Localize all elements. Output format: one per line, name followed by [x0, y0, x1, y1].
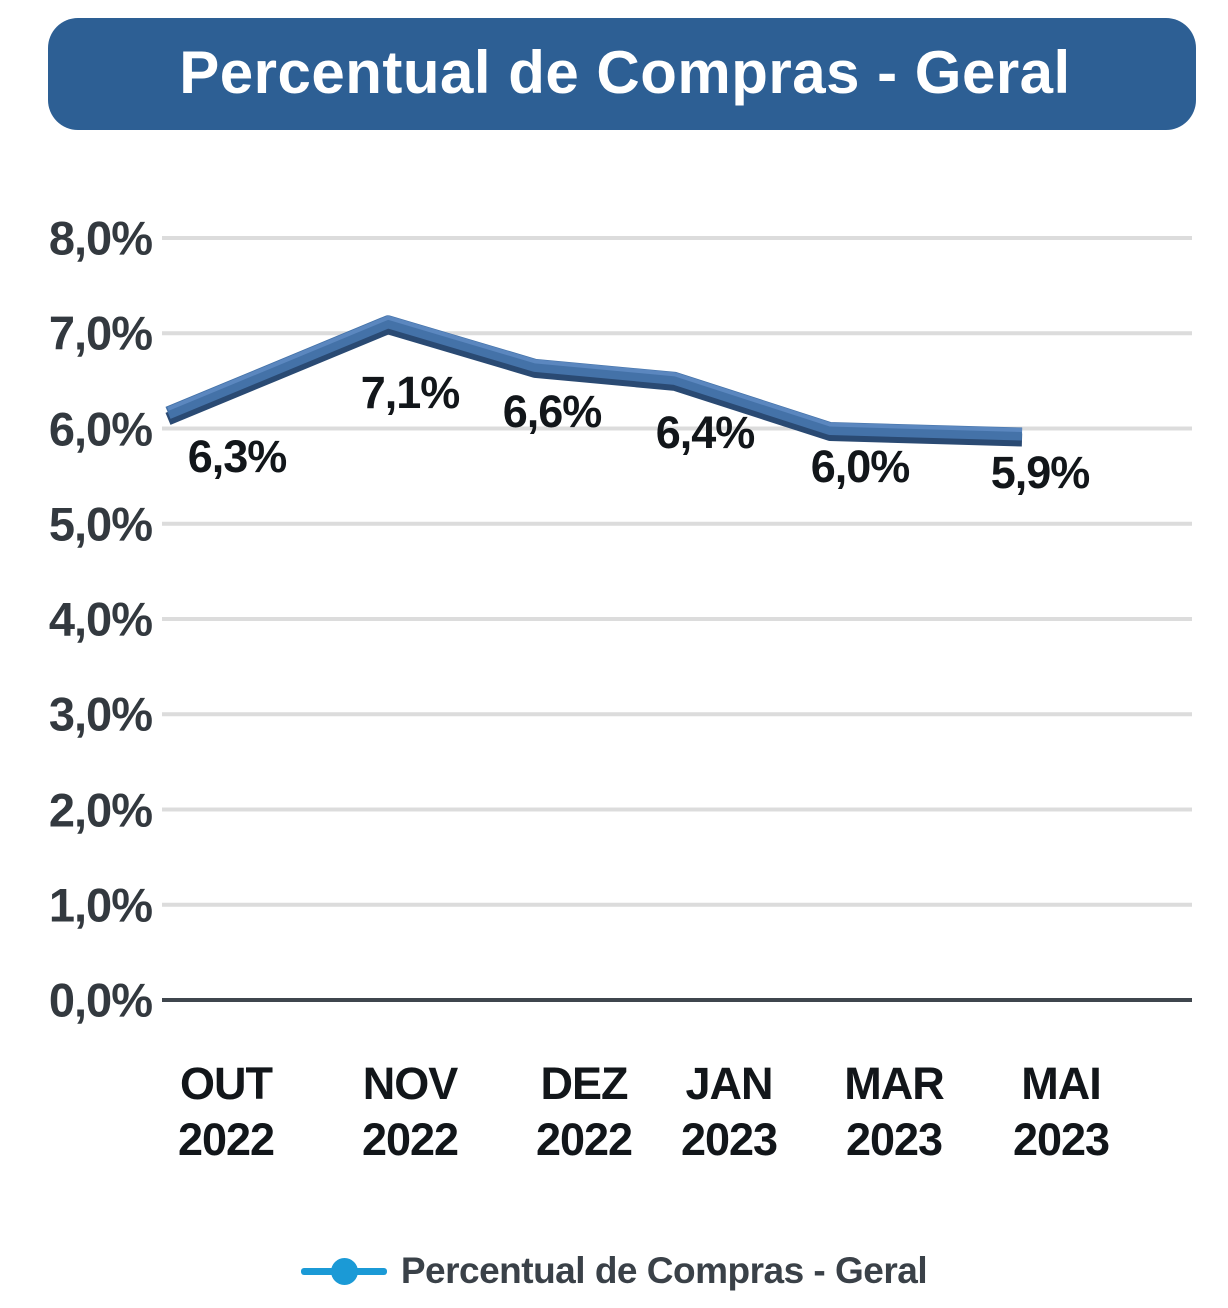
- legend-line-marker-icon: [300, 1257, 387, 1285]
- x-tick-label: DEZ 2022: [535, 1056, 633, 1168]
- x-tick-label: OUT 2022: [177, 1056, 275, 1168]
- x-tick-year: 2022: [535, 1114, 633, 1165]
- x-tick-year: 2023: [845, 1114, 943, 1165]
- y-tick-label: 0,0%: [48, 973, 153, 1027]
- chart-title: Percentual de Compras - Geral: [179, 39, 1071, 106]
- chart-title-banner: Percentual de Compras - Geral: [48, 18, 1196, 130]
- x-tick-year: 2022: [177, 1114, 275, 1165]
- legend-dot-icon: [330, 1258, 358, 1285]
- data-label: 5,9%: [990, 447, 1091, 498]
- x-tick-year: 2022: [361, 1114, 459, 1165]
- x-tick-month: MAI: [1021, 1058, 1102, 1109]
- x-tick-month: DEZ: [540, 1058, 628, 1109]
- x-tick-month: MAR: [844, 1058, 944, 1109]
- x-tick-label: JAN 2023: [680, 1056, 778, 1168]
- series-line: [165, 315, 1023, 441]
- x-tick-year: 2023: [680, 1114, 778, 1165]
- x-tick-year: 2023: [1012, 1114, 1110, 1165]
- x-tick-label: NOV 2022: [361, 1056, 459, 1168]
- series-line-highlight: [167, 315, 1023, 433]
- y-tick-label: 2,0%: [48, 783, 153, 836]
- y-tick-label: 6,0%: [48, 402, 153, 455]
- data-label: 6,4%: [655, 407, 756, 458]
- data-label: 6,0%: [810, 441, 911, 492]
- legend-series-label: Percentual de Compras - Geral: [400, 1250, 928, 1291]
- y-tick-label: 4,0%: [48, 592, 153, 646]
- x-tick-month: NOV: [362, 1058, 459, 1109]
- chart-legend: Percentual de Compras - Geral: [0, 1246, 1228, 1296]
- data-label: 6,6%: [502, 386, 603, 437]
- x-tick-month: OUT: [179, 1058, 273, 1109]
- data-label: 6,3%: [187, 431, 288, 482]
- y-tick-label: 7,0%: [48, 306, 153, 360]
- x-tick-month: JAN: [685, 1058, 773, 1109]
- data-label: 7,1%: [360, 367, 461, 418]
- x-tick-label: MAR 2023: [844, 1056, 944, 1168]
- y-tick-label: 1,0%: [48, 878, 153, 932]
- y-tick-label: 3,0%: [48, 687, 153, 741]
- y-tick-label: 8,0%: [48, 211, 153, 265]
- x-tick-label: MAI 2023: [1012, 1056, 1110, 1168]
- y-tick-label: 5,0%: [48, 497, 153, 551]
